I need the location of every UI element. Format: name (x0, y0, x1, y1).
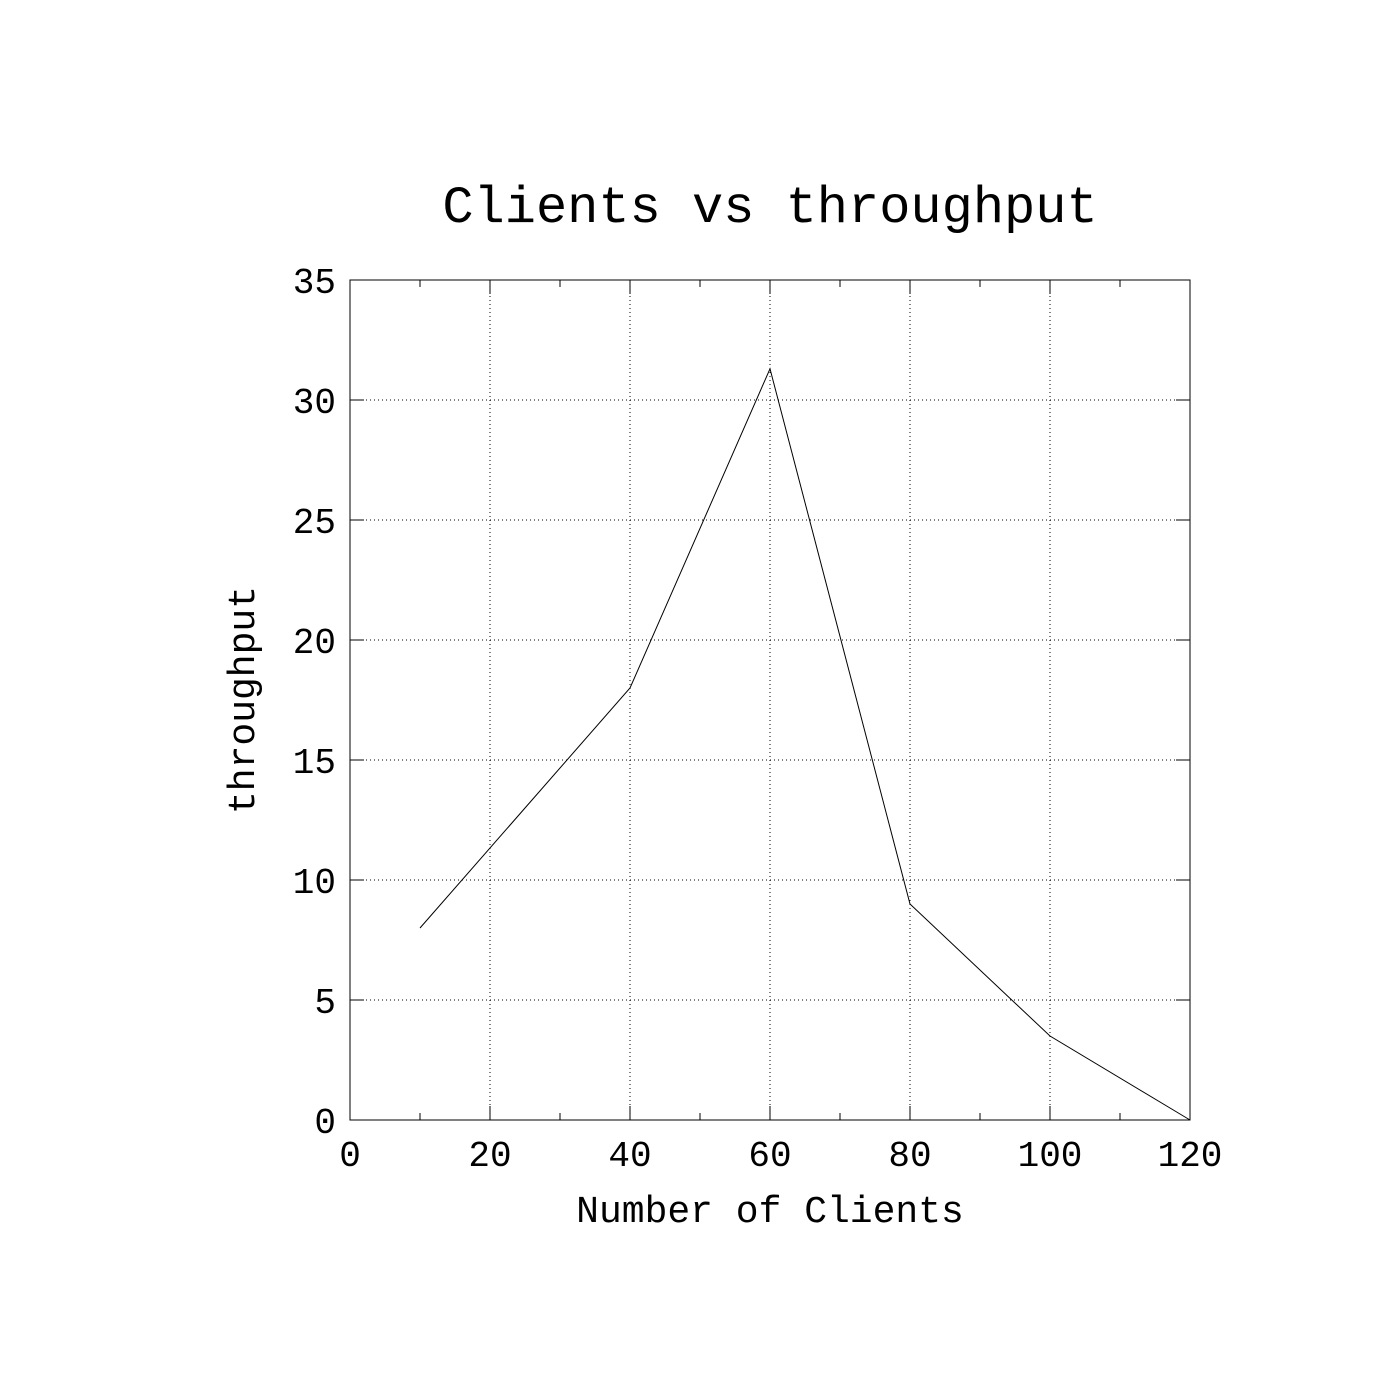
y-tick-label: 15 (293, 743, 336, 784)
y-tick-label: 20 (293, 623, 336, 664)
grid (350, 280, 1190, 1120)
chart-title: Clients vs throughput (442, 179, 1097, 238)
x-tick-label: 100 (1018, 1136, 1083, 1177)
y-tick-label: 0 (314, 1103, 336, 1144)
y-tick-label: 30 (293, 383, 336, 424)
y-tick-label: 5 (314, 983, 336, 1024)
x-axis-tick-labels: 0 20 40 60 80 100 120 (339, 1136, 1222, 1177)
y-tick-label: 10 (293, 863, 336, 904)
y-tick-label: 25 (293, 503, 336, 544)
y-tick-label: 35 (293, 263, 336, 304)
x-tick-label: 40 (608, 1136, 651, 1177)
x-tick-label: 20 (468, 1136, 511, 1177)
series-layer (419, 367, 1191, 1121)
x-axis-label: Number of Clients (576, 1191, 964, 1234)
x-tick-label: 120 (1158, 1136, 1223, 1177)
x-tick-label: 80 (888, 1136, 931, 1177)
y-axis-tick-labels: 0 5 10 15 20 25 30 35 (293, 263, 336, 1144)
y-axis-label: throughput (223, 586, 266, 814)
x-tick-label: 60 (748, 1136, 791, 1177)
series-line (419, 367, 1191, 1121)
x-tick-label: 0 (339, 1136, 361, 1177)
plot-frame (349, 279, 1191, 1121)
